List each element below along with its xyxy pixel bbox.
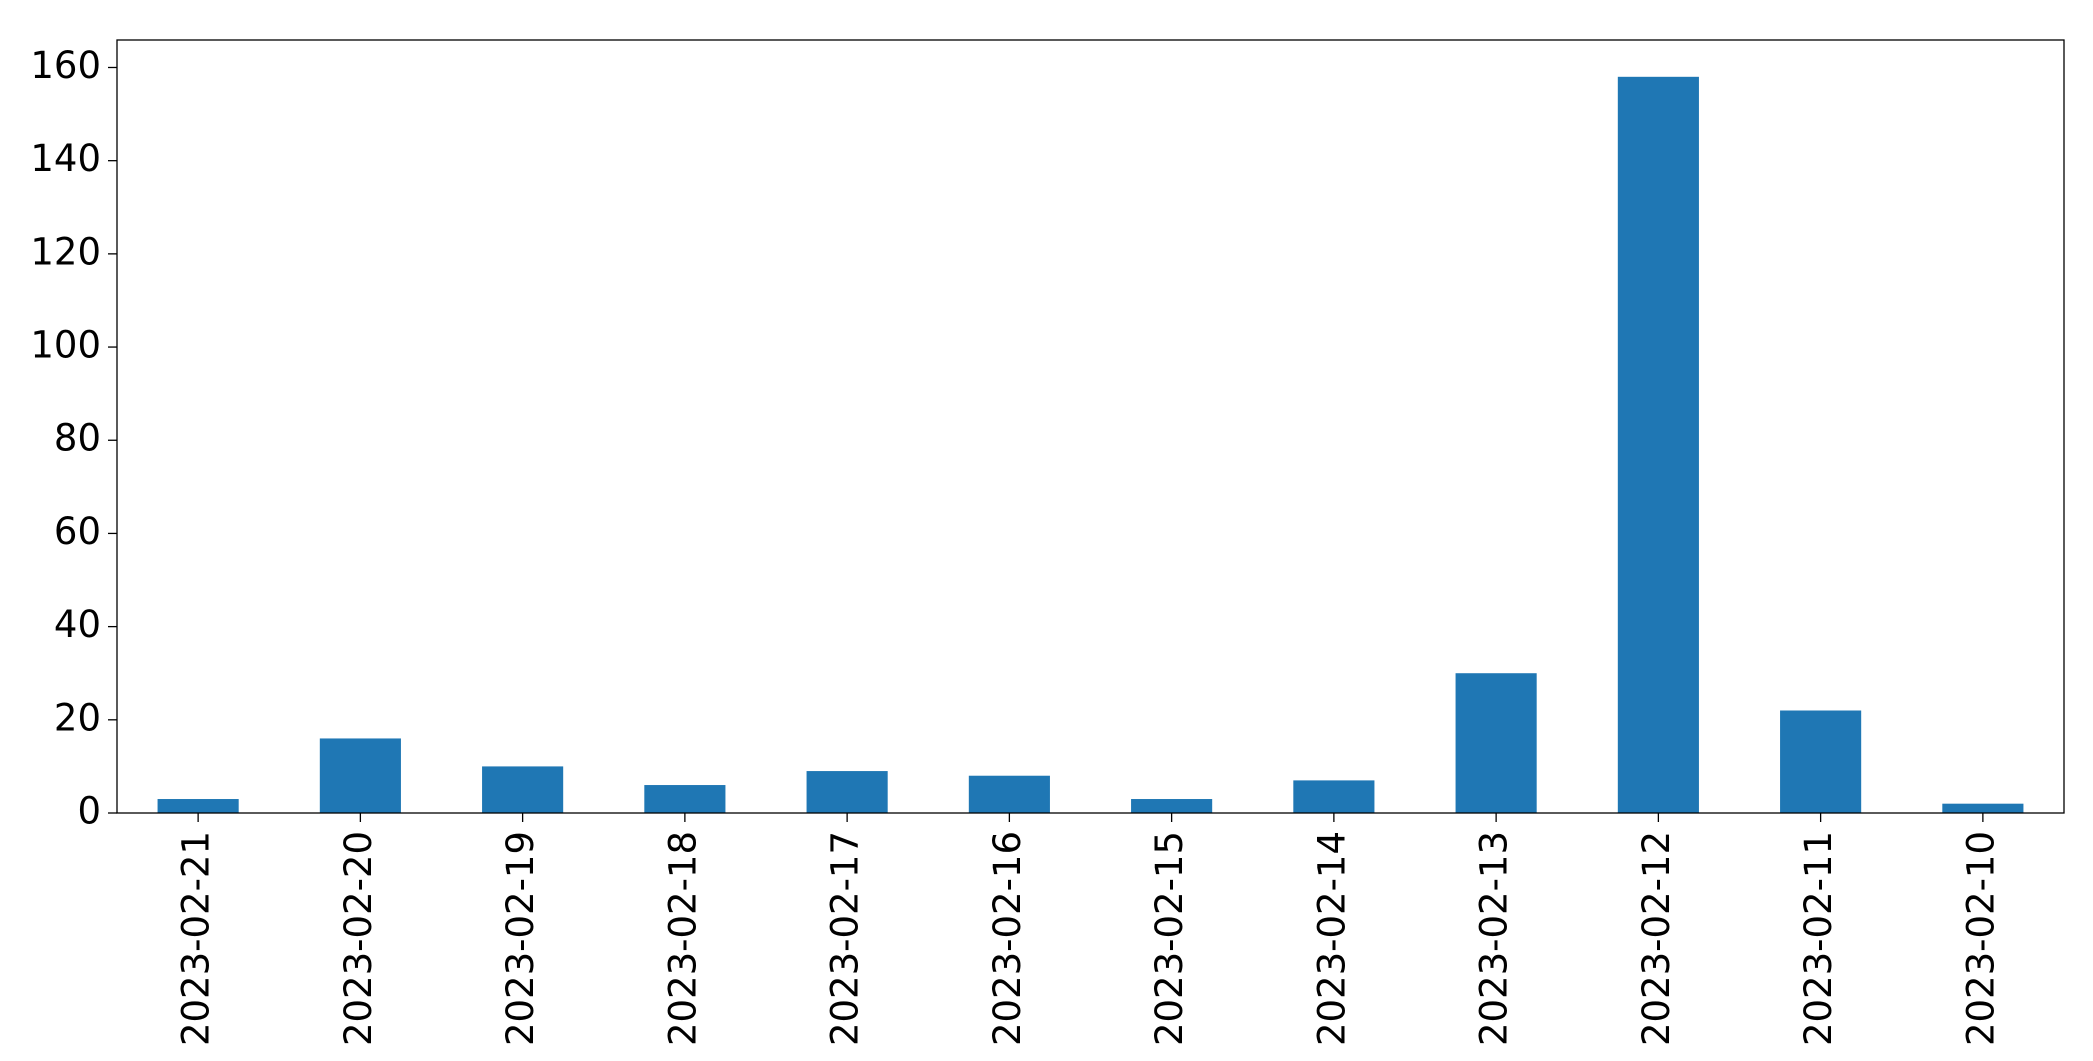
y-tick-label: 60 — [54, 510, 101, 553]
bar — [1293, 780, 1375, 813]
bar — [644, 785, 726, 813]
bar — [1617, 76, 1699, 814]
bar — [157, 799, 239, 813]
y-tick-label: 140 — [30, 137, 101, 180]
bar — [968, 775, 1050, 813]
x-tick-label: 2023-02-15 — [1148, 831, 1191, 1046]
x-tick-label: 2023-02-17 — [824, 831, 867, 1046]
x-tick-label: 2023-02-21 — [175, 831, 218, 1046]
x-tick-label: 2023-02-19 — [499, 831, 542, 1046]
y-tick-label: 40 — [54, 603, 101, 646]
bar — [319, 738, 401, 813]
bar — [1131, 799, 1213, 813]
y-tick-label: 20 — [54, 696, 101, 739]
bar — [1780, 710, 1862, 813]
y-tick-label: 160 — [30, 44, 101, 87]
bar — [806, 771, 888, 813]
x-tick-label: 2023-02-12 — [1635, 831, 1678, 1046]
y-tick-label: 80 — [54, 417, 101, 460]
x-tick-label: 2023-02-16 — [986, 831, 1029, 1046]
x-tick-label: 2023-02-14 — [1310, 831, 1353, 1046]
bar — [1455, 673, 1537, 813]
plot-frame — [116, 39, 2065, 814]
x-tick-label: 2023-02-20 — [337, 831, 380, 1046]
x-tick-label: 2023-02-11 — [1797, 831, 1840, 1046]
bar — [482, 766, 564, 813]
bar — [1942, 803, 2024, 813]
x-tick-label: 2023-02-18 — [661, 831, 704, 1046]
y-tick-label: 0 — [77, 790, 101, 833]
x-tick-label: 2023-02-10 — [1959, 831, 2002, 1046]
y-tick-label: 120 — [30, 230, 101, 273]
x-tick-label: 2023-02-13 — [1473, 831, 1516, 1046]
y-tick-label: 100 — [30, 324, 101, 367]
